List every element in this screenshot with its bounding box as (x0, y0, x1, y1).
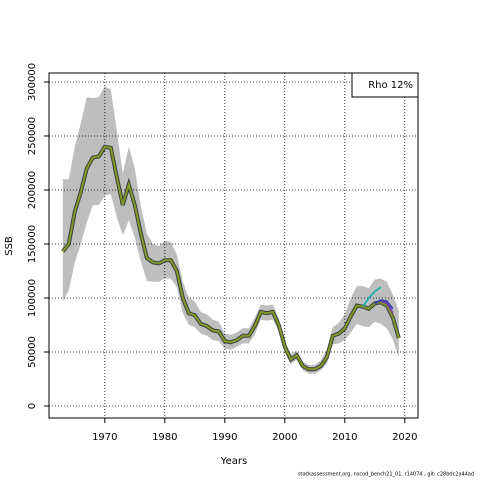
plot-frame (48, 72, 419, 419)
x-axis-label: Years (220, 456, 247, 467)
y-tick-label: 50000 (27, 336, 38, 368)
x-tick-label: 1990 (212, 432, 237, 443)
line (374, 299, 394, 310)
x-tick-label: 2000 (272, 432, 297, 443)
x-tick-label: 2010 (332, 432, 357, 443)
x-tick-label: 1980 (152, 432, 177, 443)
legend-text: Rho 12% (368, 80, 413, 91)
y-axis-label: SSB (4, 236, 15, 256)
legend-box (351, 72, 419, 98)
y-tick-label: 150000 (27, 225, 38, 263)
line (62, 145, 400, 371)
footer: stockassessment.org, nscod_bench21_01, r… (298, 472, 474, 478)
y-tick-label: 100000 (27, 279, 38, 317)
confidence-band (62, 86, 399, 374)
line (380, 300, 394, 314)
y-tick-label: 300000 (27, 63, 38, 101)
y-tick-label: 0 (27, 403, 38, 409)
y-tick-label: 200000 (27, 171, 38, 209)
x-tick-label: 2020 (392, 432, 417, 443)
x-tick-label: 1970 (92, 432, 117, 443)
y-tick-label: 250000 (27, 117, 38, 155)
line (362, 286, 382, 308)
